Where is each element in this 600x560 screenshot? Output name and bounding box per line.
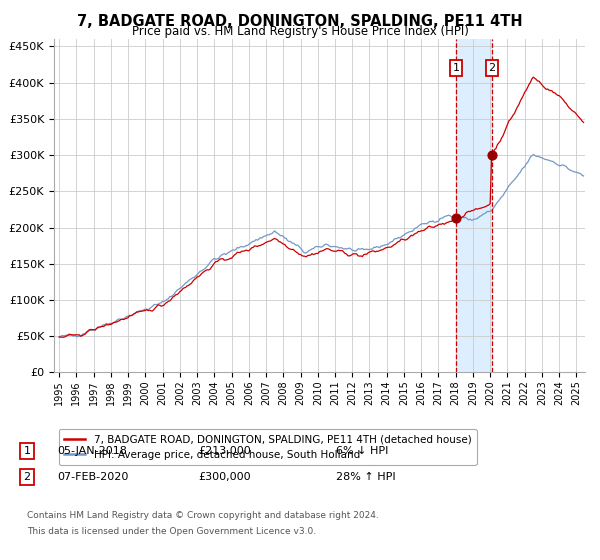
Text: £300,000: £300,000 (198, 472, 251, 482)
Text: 2: 2 (488, 63, 496, 73)
Point (487, 151, 497, 160)
Text: Price paid vs. HM Land Registry's House Price Index (HPI): Price paid vs. HM Land Registry's House … (131, 25, 469, 38)
Text: Contains HM Land Registry data © Crown copyright and database right 2024.: Contains HM Land Registry data © Crown c… (27, 511, 379, 520)
Point (451, 213, 461, 222)
Text: This data is licensed under the Open Government Licence v3.0.: This data is licensed under the Open Gov… (27, 528, 316, 536)
Legend: 7, BADGATE ROAD, DONINGTON, SPALDING, PE11 4TH (detached house), HPI: Average pr: 7, BADGATE ROAD, DONINGTON, SPALDING, PE… (59, 430, 476, 465)
Text: 1: 1 (453, 63, 460, 73)
Bar (456, 39, 492, 372)
Text: £213,000: £213,000 (198, 446, 251, 456)
Text: 6% ↓ HPI: 6% ↓ HPI (336, 446, 388, 456)
Text: 07-FEB-2020: 07-FEB-2020 (57, 472, 128, 482)
Text: 05-JAN-2018: 05-JAN-2018 (57, 446, 127, 456)
Text: 2: 2 (23, 472, 31, 482)
Text: 7, BADGATE ROAD, DONINGTON, SPALDING, PE11 4TH: 7, BADGATE ROAD, DONINGTON, SPALDING, PE… (77, 14, 523, 29)
Text: 1: 1 (23, 446, 31, 456)
Text: 28% ↑ HPI: 28% ↑ HPI (336, 472, 395, 482)
